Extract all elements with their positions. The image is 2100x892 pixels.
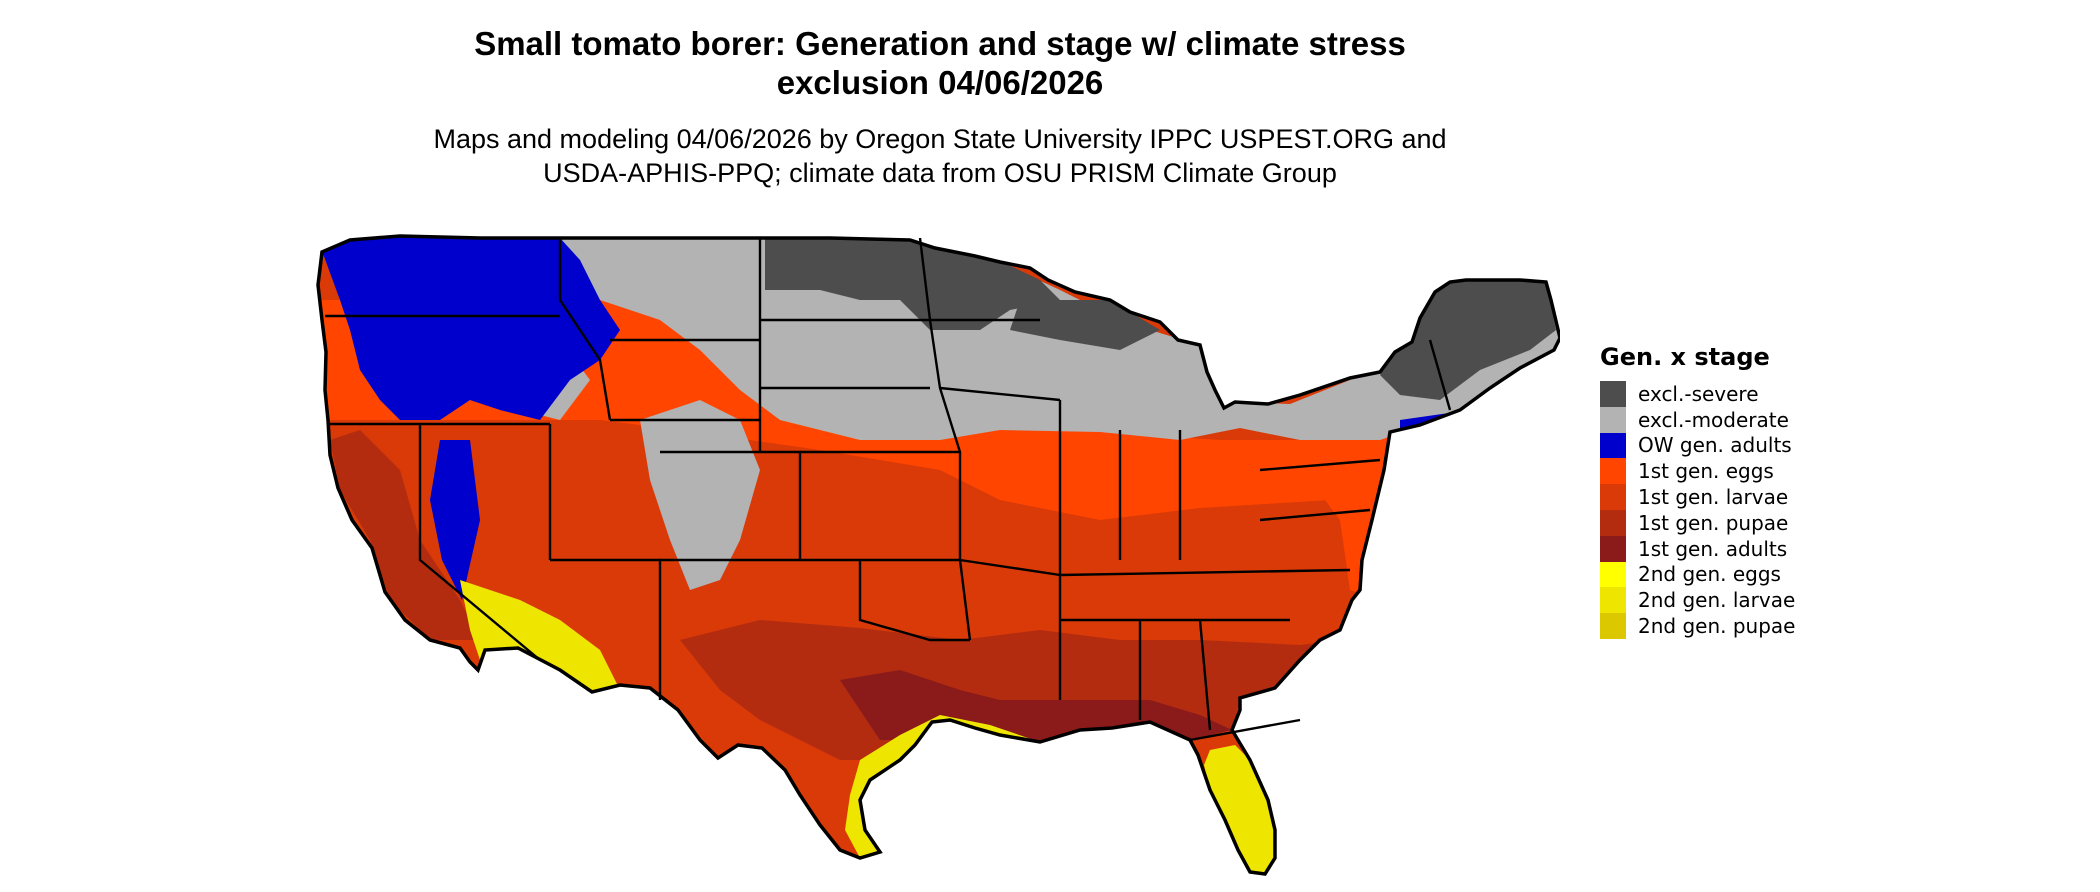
legend-label: 2nd gen. larvae (1638, 588, 1796, 613)
map-title-line-2: exclusion 04/06/2026 (776, 64, 1104, 101)
border-iowa-missouri (939, 386, 1061, 402)
zone-excl-severe-lakes (1010, 300, 1160, 350)
legend-label: excl.-severe (1638, 381, 1759, 406)
legend-item: 2nd gen. eggs (1600, 561, 1920, 588)
legend-label: 1st gen. larvae (1638, 485, 1789, 510)
legend-swatch (1600, 613, 1626, 639)
legend-swatch (1600, 432, 1626, 459)
legend-item: 1st gen. adults (1600, 535, 1920, 562)
legend-item: 1st gen. pupae (1600, 509, 1920, 536)
map-subtitle-line-2: USDA-APHIS-PPQ; climate data from OSU PR… (543, 158, 1337, 188)
legend-label: 1st gen. pupae (1638, 510, 1789, 535)
legend-swatch (1600, 509, 1626, 536)
legend-item: 2nd gen. larvae (1600, 587, 1920, 614)
map-title-line-1: Small tomato borer: Generation and stage… (474, 25, 1406, 62)
legend-title: Gen. x stage (1600, 343, 1770, 371)
zone-ow-gen-adults-sierra (430, 440, 480, 600)
zone-2nd-gen-larvae-southwest (460, 580, 620, 700)
border-plains-east (918, 237, 972, 641)
border-missouri-arkansas (959, 558, 1061, 577)
border-pennsylvania-north (1259, 458, 1381, 472)
legend-label: 1st gen. adults (1638, 536, 1788, 561)
legend-item: 1st gen. eggs (1600, 458, 1920, 485)
border-tennessee-north (1059, 568, 1351, 577)
legend-label: excl.-moderate (1638, 407, 1789, 432)
border-texas-panhandle (858, 560, 970, 642)
legend-label: 1st gen. eggs (1638, 459, 1774, 484)
legend-swatch (1600, 484, 1626, 510)
zone-excl-severe-north (765, 238, 1060, 330)
us-stage-map (316, 234, 1560, 876)
legend-swatch (1600, 381, 1626, 407)
legend-item: 1st gen. larvae (1600, 484, 1920, 510)
map-subtitle: Maps and modeling 04/06/2026 by Oregon S… (0, 122, 1880, 190)
legend-swatch (1600, 587, 1626, 614)
legend-items: excl.-severe excl.-moderate OW gen. adults… (1600, 381, 1920, 639)
legend-swatch (1600, 535, 1626, 562)
legend-swatch (1600, 406, 1626, 433)
legend-swatch (1600, 561, 1626, 588)
legend: Gen. x stage excl.-severe excl.-moderate O… (1600, 342, 1920, 639)
legend-label: OW gen. adults (1638, 433, 1792, 458)
legend-item: excl.-severe (1600, 381, 1920, 407)
border-california-nevada (418, 424, 541, 661)
legend-swatch (1600, 458, 1626, 485)
border-florida-north (1189, 718, 1301, 742)
legend-label: 2nd gen. eggs (1638, 562, 1781, 587)
state-borders (325, 237, 1452, 742)
zone-ow-gen-adults-west (318, 236, 620, 420)
border-idaho-montana (558, 238, 612, 421)
legend-item: OW gen. adults (1600, 432, 1920, 459)
map-title: Small tomato borer: Generation and stage… (0, 24, 1880, 102)
border-alabama-georgia (1198, 619, 1212, 731)
map-subtitle-line-1: Maps and modeling 04/06/2026 by Oregon S… (433, 124, 1447, 154)
legend-item: 2nd gen. pupae (1600, 613, 1920, 639)
zone-1st-gen-pupae-california (330, 430, 480, 640)
legend-item: excl.-moderate (1600, 406, 1920, 433)
zone-excl-moderate-rockies (640, 400, 760, 590)
legend-label: 2nd gen. pupae (1638, 614, 1796, 639)
border-pennsylvania-south (1259, 508, 1371, 522)
border-new-england (1428, 339, 1452, 411)
